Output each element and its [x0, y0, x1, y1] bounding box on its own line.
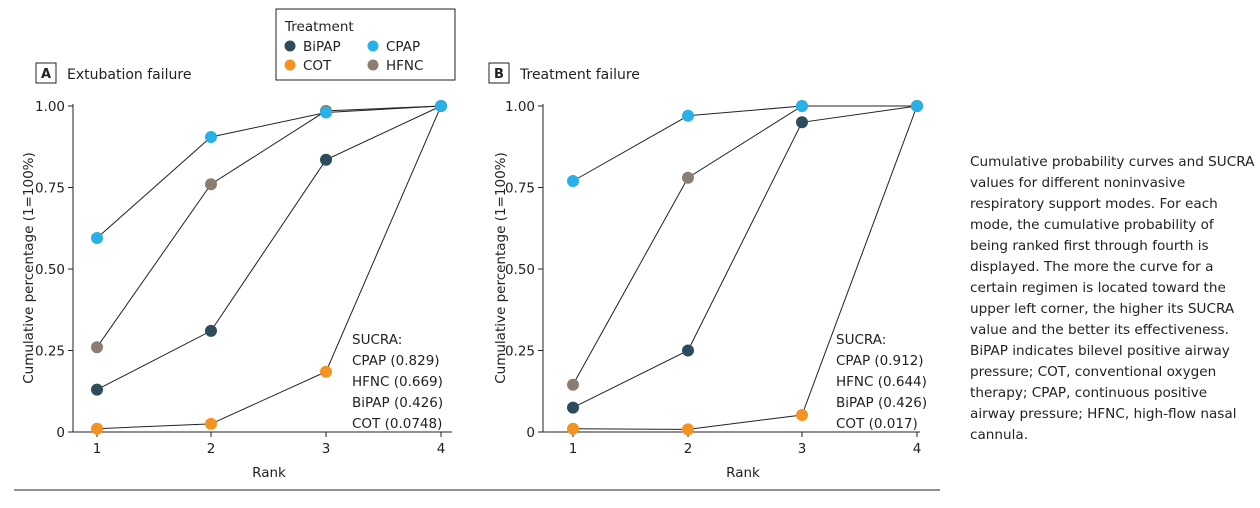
data-point-hfnc: [567, 378, 579, 391]
data-point-cot: [796, 409, 808, 421]
y-tick-label: 0: [526, 425, 535, 441]
series-line-bipap: [96, 105, 442, 391]
legend-marker-bipap: [284, 40, 296, 52]
sucra-line: CPAP (0.829): [352, 353, 440, 369]
data-point-bipap: [567, 401, 579, 414]
data-point-cpap: [91, 232, 103, 244]
data-point-hfnc: [91, 341, 103, 354]
series-line-cot: [572, 105, 918, 430]
panel-a-letter-box: [35, 62, 57, 84]
y-tick-label: 0: [56, 425, 65, 441]
data-point-bipap: [682, 344, 694, 357]
panel-b-xlabel: Rank: [726, 465, 760, 481]
y-tick-label: 0.50: [505, 262, 535, 278]
legend-marker-cpap: [367, 40, 379, 52]
data-point-cot: [682, 423, 694, 436]
sucra-line: HFNC (0.644): [836, 374, 927, 390]
series-line-cot: [96, 105, 442, 430]
y-tick-label: 0.75: [505, 181, 535, 197]
y-tick-label: 0.25: [505, 344, 535, 360]
legend-marker-hfnc: [367, 59, 379, 71]
legend-marker-cot: [284, 59, 296, 71]
data-point-bipap: [205, 324, 217, 337]
data-point-cpap: [435, 100, 447, 112]
y-tick-label: 0.25: [35, 344, 65, 360]
sucra-line: CPAP (0.912): [836, 353, 924, 369]
panel-b-ylabel: Cumulative percentage (1=100%): [493, 152, 509, 384]
series-line-cpap: [96, 105, 442, 239]
panel-a-axes: 0 0.25 0.50 0.75 1.00 1 2 3 4: [35, 99, 452, 457]
y-tick-label: 0.50: [35, 262, 65, 278]
legend-label-bipap: BiPAP: [303, 39, 341, 55]
sucra-title: SUCRA:: [836, 332, 886, 348]
panel-a-series: [91, 100, 447, 435]
y-tick-label: 1.00: [35, 99, 65, 115]
x-tick-label: 3: [798, 441, 807, 457]
data-point-cot: [567, 422, 579, 435]
series-line-hfnc: [96, 105, 442, 348]
data-point-cot: [91, 422, 103, 435]
panel-a-sucra: SUCRA: CPAP (0.829) HFNC (0.669) BiPAP (…: [352, 332, 443, 432]
x-tick-label: 3: [322, 441, 331, 457]
data-point-cpap: [911, 100, 923, 112]
panel-b-title: Treatment failure: [519, 67, 640, 83]
panel-b-letter: B: [494, 67, 504, 82]
panel-b-letter-box: [488, 62, 510, 84]
panel-b-series: [567, 100, 923, 436]
data-point-hfnc: [682, 171, 694, 184]
panel-a-letter: A: [41, 67, 51, 82]
panel-a-xlabel: Rank: [252, 465, 286, 481]
panel-b: B Treatment failure Cumulative percentag…: [488, 62, 927, 481]
panel-a: A Extubation failure Cumulative percenta…: [21, 62, 452, 481]
x-tick-label: 2: [684, 441, 693, 457]
sucra-line: COT (0.0748): [352, 416, 442, 432]
sucra-line: HFNC (0.669): [352, 374, 443, 390]
legend: Treatment BiPAP CPAP COT HFNC: [275, 8, 456, 81]
legend-label-cot: COT: [303, 58, 332, 74]
panel-b-sucra: SUCRA: CPAP (0.912) HFNC (0.644) BiPAP (…: [836, 332, 927, 432]
y-tick-label: 1.00: [505, 99, 535, 115]
data-point-cpap: [796, 100, 808, 112]
series-line-cpap: [572, 105, 917, 182]
x-tick-label: 4: [913, 441, 922, 457]
sucra-line: BiPAP (0.426): [352, 395, 443, 411]
legend-label-hfnc: HFNC: [386, 58, 423, 74]
x-tick-label: 1: [569, 441, 578, 457]
data-point-cpap: [205, 131, 217, 143]
x-tick-label: 2: [207, 441, 216, 457]
panel-b-axes: 0 0.25 0.50 0.75 1.00 1 2 3 4: [505, 99, 921, 457]
data-point-cpap: [567, 175, 579, 187]
data-point-bipap: [91, 383, 103, 396]
data-point-cot: [205, 417, 217, 430]
legend-label-cpap: CPAP: [386, 39, 420, 55]
sucra-line: BiPAP (0.426): [836, 395, 927, 411]
data-point-bipap: [796, 116, 808, 129]
series-line-bipap: [572, 105, 918, 409]
legend-title: Treatment: [284, 19, 354, 35]
panel-a-title: Extubation failure: [67, 67, 191, 83]
y-tick-label: 0.75: [35, 181, 65, 197]
panel-a-ylabel: Cumulative percentage (1=100%): [21, 152, 37, 384]
data-point-cpap: [682, 109, 694, 122]
data-point-cpap: [320, 106, 332, 119]
sucra-line: COT (0.017): [836, 416, 918, 432]
x-tick-label: 1: [93, 441, 102, 457]
data-point-cot: [320, 365, 332, 378]
data-point-hfnc: [205, 178, 217, 191]
data-point-bipap: [320, 153, 332, 166]
figure-caption: Cumulative probability curves and SUCRA …: [970, 154, 1255, 443]
legend-box: [275, 8, 456, 81]
sucra-title: SUCRA:: [352, 332, 402, 348]
x-tick-label: 4: [437, 441, 446, 457]
